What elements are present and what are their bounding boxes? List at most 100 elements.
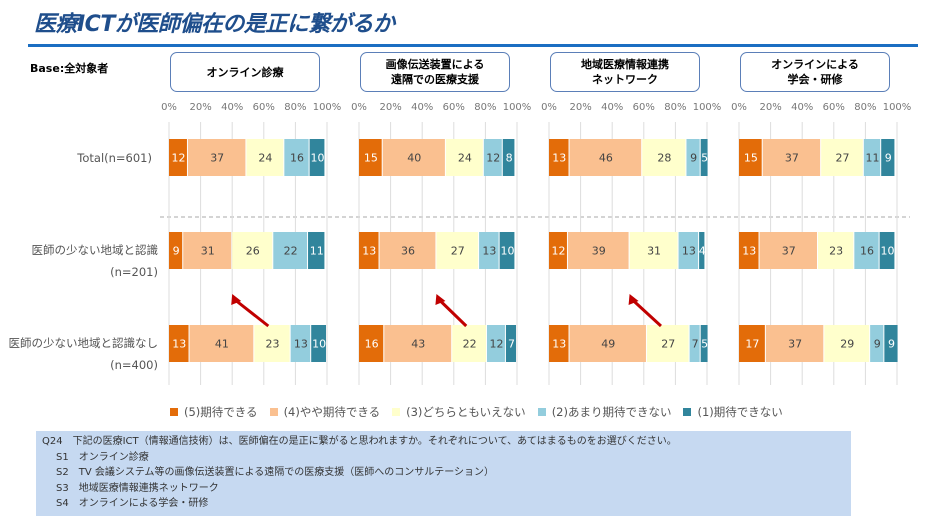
data-label: 36 (401, 245, 415, 258)
data-label: 17 (745, 338, 759, 351)
bar-segment (700, 325, 708, 362)
data-label: 10 (881, 245, 895, 258)
bar-segment (759, 232, 817, 269)
bar-segment (273, 232, 308, 269)
bar-segment (359, 325, 384, 362)
data-label: 16 (365, 338, 379, 351)
legend-label: (2)あまり期待できない (551, 405, 672, 419)
data-label: 15 (744, 152, 758, 165)
bar-segment (502, 139, 515, 176)
data-label: 13 (552, 338, 566, 351)
bar-segment (183, 232, 232, 269)
bar-segment (359, 139, 382, 176)
legend-label: (1)期待できない (697, 405, 783, 419)
note-item: S4 オンラインによる学会・研修 (56, 498, 209, 509)
data-label: 8 (506, 152, 513, 165)
data-label: 23 (265, 338, 279, 351)
bar-segment (246, 139, 284, 176)
bar-segment (629, 232, 678, 269)
x-tick-label: 20% (189, 102, 211, 113)
data-label: 24 (258, 152, 272, 165)
data-label: 27 (661, 338, 675, 351)
bar-segment (379, 232, 436, 269)
data-label: 13 (362, 245, 376, 258)
question-note: Q24 下記の医療ICT（情報通信技術）は、医師偏在の是正に繋がると思われますか… (36, 431, 851, 516)
bar-segment (739, 232, 759, 269)
data-label: 37 (782, 245, 796, 258)
x-tick-label: 20% (379, 102, 401, 113)
bar-segment (308, 232, 325, 269)
bar-segment (505, 325, 516, 362)
x-tick-label: 20% (569, 102, 591, 113)
bar-segment (436, 232, 479, 269)
bar-segment (169, 325, 189, 362)
data-label: 22 (463, 338, 477, 351)
legend-item: (3)どちらともいえない (392, 404, 526, 420)
bar-segment (854, 232, 879, 269)
legend: (5)期待できる (4)やや期待できる (3)どちらともいえない (2)あまり期待でき… (170, 404, 783, 420)
x-tick-label: 0% (731, 102, 747, 113)
bar-segment (739, 139, 762, 176)
x-tick-label: 60% (253, 102, 275, 113)
note-item: S1 オンライン診療 (56, 451, 149, 463)
title-rule (28, 44, 918, 47)
data-label: 10 (501, 245, 515, 258)
x-tick-label: 0% (541, 102, 557, 113)
data-label: 12 (486, 152, 500, 165)
x-tick-label: 40% (601, 102, 623, 113)
panel-header-regional-network: 地域医療情報連携 ネットワーク (550, 52, 700, 92)
data-label: 9 (885, 152, 892, 165)
x-tick-label: 100% (883, 102, 912, 113)
bar-segment (189, 325, 254, 362)
bar-segment (870, 325, 884, 362)
bar-segment (879, 232, 895, 269)
legend-item: (4)やや期待できる (269, 404, 380, 420)
x-tick-label: 100% (503, 102, 532, 113)
data-label: 4 (699, 245, 706, 258)
data-label: 24 (458, 152, 472, 165)
row-label-aware: 医師の少ない地域と認識(n=201) (31, 243, 159, 279)
data-label: 46 (599, 152, 613, 165)
bar-segment (863, 139, 881, 176)
bar-segment (169, 232, 183, 269)
data-label: 12 (551, 245, 565, 258)
bar-segment (569, 325, 646, 362)
data-label: 31 (647, 245, 661, 258)
x-tick-label: 60% (443, 102, 465, 113)
bar-segment (169, 139, 187, 176)
data-label: 27 (835, 152, 849, 165)
legend-label: (3)どちらともいえない (406, 405, 526, 419)
data-label: 13 (742, 245, 756, 258)
data-label: 9 (690, 152, 697, 165)
bar-segment (881, 139, 895, 176)
data-label: 16 (860, 245, 874, 258)
bar-segment (739, 325, 765, 362)
x-tick-label: 80% (854, 102, 876, 113)
bar-segment (686, 139, 700, 176)
data-label: 28 (657, 152, 671, 165)
panel-header-online-conference: オンラインによる 学会・研修 (740, 52, 890, 92)
bar-segment (689, 325, 700, 362)
data-label: 9 (888, 338, 895, 351)
arrow-head-icon (628, 294, 639, 305)
legend-item: (5)期待できる (170, 404, 258, 420)
data-label: 43 (411, 338, 425, 351)
bar-segment (483, 139, 502, 176)
legend-swatch (269, 408, 278, 416)
legend-item: (2)あまり期待できない (537, 404, 672, 420)
x-tick-label: 40% (221, 102, 243, 113)
data-label: 11 (866, 152, 880, 165)
data-label: 26 (246, 245, 260, 258)
x-tick-label: 80% (284, 102, 306, 113)
x-tick-label: 40% (791, 102, 813, 113)
data-label: 37 (788, 338, 802, 351)
x-tick-label: 0% (351, 102, 367, 113)
data-label: 9 (874, 338, 881, 351)
data-label: 27 (451, 245, 465, 258)
x-tick-label: 40% (411, 102, 433, 113)
bar-segment (821, 139, 863, 176)
bar-segment (499, 232, 515, 269)
bar-segment (642, 139, 686, 176)
data-label: 39 (592, 245, 606, 258)
